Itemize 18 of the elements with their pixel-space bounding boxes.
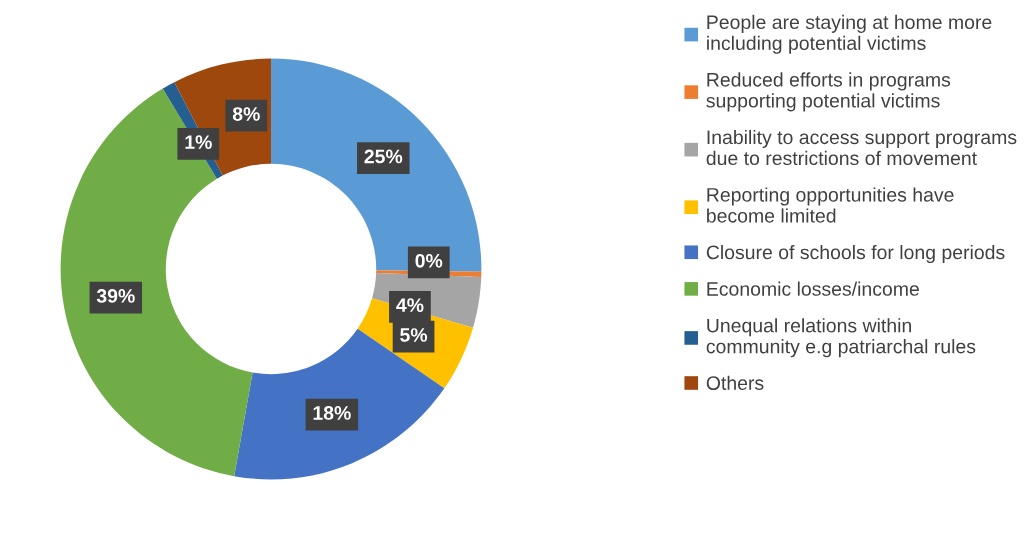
legend-label: Closure of schools for long periods: [706, 244, 1005, 264]
legend-label: People are staying at home more including potential victims: [707, 14, 992, 54]
data-label: 1%: [185, 135, 212, 149]
data-label: 25%: [364, 149, 403, 164]
legend-label: Reduced efforts in programs supporting potential victims: [706, 72, 951, 112]
data-label: 18%: [313, 406, 351, 420]
legend-label: Others: [706, 375, 764, 390]
legend-label: Economic losses/income: [707, 281, 919, 296]
data-label: 5%: [400, 328, 428, 342]
data-label: 4%: [396, 298, 424, 312]
legend-label: Inability to access support programs due to restrictions of movement: [706, 129, 1017, 166]
donut-slice: [271, 58, 482, 272]
data-label: 8%: [232, 107, 260, 121]
legend-label: Reporting opportunities have become limited: [707, 187, 954, 223]
data-label: 39%: [96, 289, 135, 303]
data-label: 0%: [415, 253, 443, 268]
legend-label: Unequal relations within community e.g patriarchal rules: [706, 318, 976, 358]
donut-slice: [234, 328, 445, 480]
